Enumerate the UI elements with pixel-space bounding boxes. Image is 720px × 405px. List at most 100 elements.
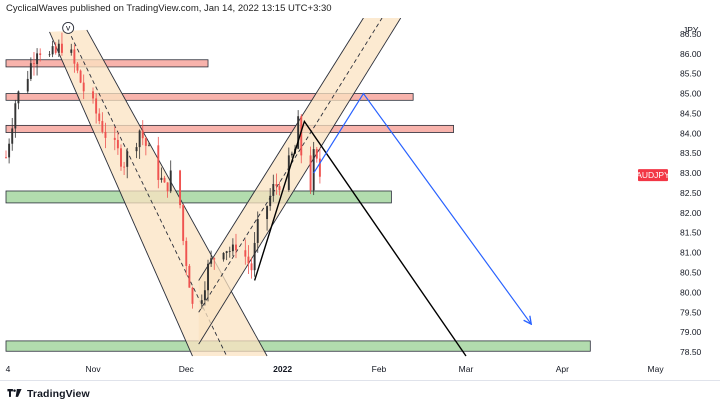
- channel-1-median: [198, 18, 383, 313]
- candle-body-72: [315, 149, 318, 159]
- candle-body-55: [244, 250, 247, 257]
- footer-brand: TradingView: [27, 388, 90, 400]
- price-tick-label-14: 85.50: [680, 69, 702, 79]
- time-tick-label-0: 4: [6, 364, 11, 374]
- candle-body-66: [290, 153, 293, 156]
- candle-body-60: [266, 206, 269, 220]
- price-tick-label-0: 78.50: [680, 347, 702, 357]
- channel-layer: [49, 18, 402, 357]
- candle-body-52: [228, 251, 231, 252]
- time-tick-label-4: Feb: [372, 364, 387, 374]
- price-tick-label-7: 82.00: [680, 208, 702, 218]
- symbol-badge-label: AUDJPY: [636, 170, 670, 180]
- candle-body-0: [5, 157, 7, 158]
- candle-body-27: [120, 148, 122, 167]
- projection-layer: v: [62, 21, 532, 357]
- candle-body-50: [222, 252, 225, 260]
- price-tick-label-13: 85.00: [680, 89, 702, 99]
- candle-body-17: [76, 63, 79, 71]
- candle-body-6: [29, 63, 32, 79]
- candle-body-56: [247, 256, 250, 264]
- candle-body-40: [179, 170, 182, 206]
- price-tick-label-6: 81.50: [680, 228, 702, 238]
- candle-body-25: [113, 137, 116, 140]
- candle-body-54: [235, 244, 237, 251]
- candle-body-47: [207, 263, 209, 291]
- candle-body-43: [188, 265, 191, 288]
- channel-0-edge-1: [86, 29, 268, 357]
- candle-body-35: [157, 145, 160, 180]
- candle-body-73: [318, 158, 321, 177]
- footer-divider: [0, 380, 720, 381]
- channel-1-edge-1: [198, 18, 402, 345]
- candle-body-21: [95, 98, 98, 114]
- candle-body-9: [39, 53, 42, 56]
- candle-body-41: [182, 205, 185, 241]
- candle-body-30: [135, 147, 138, 152]
- wave-marker-label-0: v: [66, 23, 71, 33]
- candle-body-26: [116, 139, 119, 149]
- time-tick-label-5: Mar: [459, 364, 474, 374]
- price-tick-label-5: 81.00: [680, 248, 702, 258]
- resistance-zone-2: [5, 124, 454, 133]
- candle-body-20: [92, 91, 94, 99]
- candle-body-62: [272, 184, 275, 196]
- price-tick-label-8: 82.50: [680, 188, 702, 198]
- price-tick-label-4: 80.50: [680, 268, 702, 278]
- support-zone-1: [5, 340, 591, 352]
- candle-body-64: [278, 186, 281, 190]
- projection-path-1: [313, 92, 532, 325]
- candle-body-38: [166, 182, 169, 192]
- candle-body-61: [269, 195, 272, 207]
- candle-body-57: [250, 263, 253, 271]
- price-tick-label-15: 86.00: [680, 49, 702, 59]
- price-badge: [638, 169, 668, 182]
- candle-body-42: [185, 240, 188, 266]
- support-zone-0: [5, 190, 392, 204]
- candle-body-53: [231, 244, 234, 252]
- price-tick-label-16: 86.50: [680, 29, 702, 39]
- candle-body-13: [57, 43, 60, 53]
- candle-body-24: [104, 131, 107, 138]
- price-tick-label-12: 84.50: [680, 108, 702, 118]
- projection-path-0: [253, 119, 467, 357]
- candle-body-28: [123, 166, 126, 168]
- price-tick-label-3: 80.00: [680, 287, 702, 297]
- time-tick-label-6: Apr: [556, 364, 569, 374]
- price-tick-label-11: 84.00: [680, 128, 702, 138]
- candle-body-45: [200, 300, 203, 304]
- price-tick-label-10: 83.50: [680, 148, 702, 158]
- candle-body-59: [256, 219, 259, 243]
- candle-body-39: [169, 170, 172, 192]
- price-tick-label-9: 83.00: [680, 168, 702, 178]
- candle-body-34: [148, 145, 150, 147]
- candle-body-22: [98, 113, 101, 122]
- candle-body-69: [300, 116, 303, 156]
- candle-body-2: [11, 128, 14, 144]
- candle-body-15: [70, 49, 73, 53]
- footer: TradingView: [6, 387, 90, 401]
- candle-body-44: [191, 287, 194, 304]
- channel-0-edge-0: [49, 31, 193, 357]
- candle-body-23: [101, 121, 104, 132]
- candle-body-16: [73, 49, 76, 64]
- candle-body-36: [160, 177, 163, 180]
- candle-body-10: [48, 54, 51, 56]
- currency-label: JPY: [683, 25, 699, 35]
- candle-body-12: [54, 46, 57, 53]
- candle-body-63: [275, 184, 278, 187]
- candle-body-8: [36, 53, 39, 65]
- candle-layer: [5, 32, 321, 309]
- candle-body-37: [163, 177, 166, 183]
- candle-body-48: [210, 258, 213, 264]
- candle-body-1: [8, 143, 11, 158]
- time-tick-label-3: 2022: [273, 364, 292, 374]
- time-tick-label-7: May: [648, 364, 665, 374]
- candle-body-7: [33, 63, 35, 65]
- candle-body-11: [51, 46, 54, 55]
- zone-layer: [5, 59, 591, 352]
- price-tick-label-2: 79.50: [680, 307, 702, 317]
- tradingview-logo-icon: [7, 388, 22, 397]
- candle-body-3: [14, 103, 17, 129]
